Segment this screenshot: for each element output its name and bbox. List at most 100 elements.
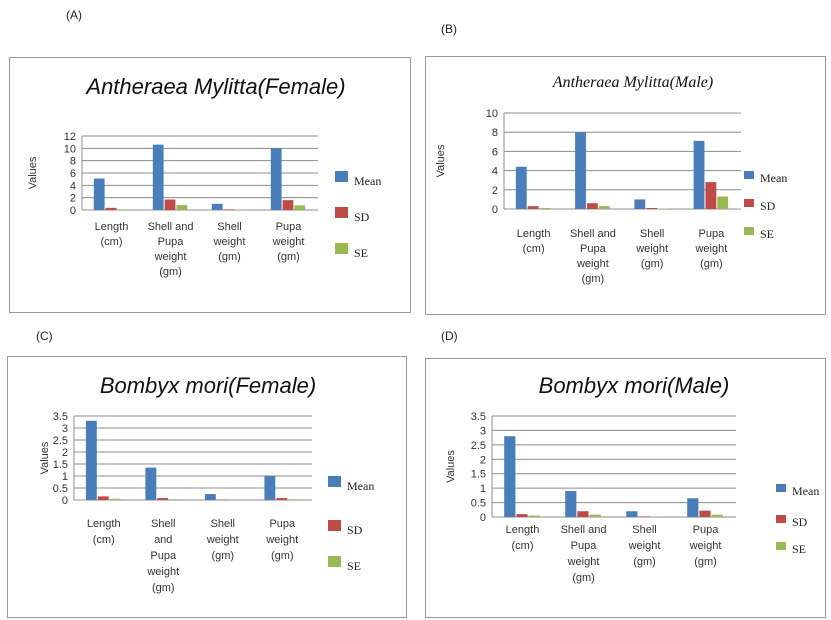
legend-swatch-sd — [335, 207, 348, 218]
legend-swatch-mean — [744, 171, 754, 179]
category-label: Shell and Pupa weight (gm) — [561, 524, 607, 584]
bar-sd — [699, 510, 711, 517]
y-tick-label: 4 — [492, 166, 498, 178]
bar-se — [169, 499, 181, 500]
bar-sd — [577, 511, 589, 517]
bar-sd — [586, 203, 598, 209]
bar-sd — [638, 516, 650, 517]
bar-sd — [516, 514, 528, 517]
y-tick-label: 2 — [492, 185, 498, 197]
y-axis-label: Values — [27, 156, 39, 189]
y-tick-label: 8 — [492, 127, 498, 139]
legend-label-se: SE — [354, 246, 368, 260]
bar-se — [109, 498, 121, 500]
bar-mean — [565, 491, 577, 517]
legend-label-se: SE — [792, 542, 806, 556]
category-label: Pupa weight (gm) — [689, 524, 722, 568]
y-tick-label: 3 — [480, 425, 486, 437]
bar-mean — [93, 178, 105, 210]
chart-antheraea-male: Antheraea Mylitta(Male) 0 2 4 6 8 10 Values Leng… — [425, 56, 826, 315]
y-tick-label: 3.5 — [471, 411, 486, 423]
bar-sd — [97, 496, 109, 500]
bar-mean — [204, 494, 216, 500]
y-tick-label: 2 — [62, 447, 68, 459]
bar-se — [117, 209, 129, 210]
bar-mean — [152, 144, 164, 210]
y-tick-label: 1 — [480, 483, 486, 495]
chart-title: Antheraea Mylitta(Male) — [552, 74, 713, 91]
legend-label-sd: SD — [354, 210, 370, 224]
chart-bombyx-male: Bombyx mori(Male) 0 0.5 1 1.5 2 2.5 3 3.5 Values L… — [425, 358, 826, 618]
bar-sd — [527, 206, 539, 209]
bar-mean — [575, 132, 586, 209]
category-label: Length (cm) — [517, 228, 551, 255]
legend-swatch-mean — [335, 171, 348, 182]
legend-label-sd: SD — [347, 523, 363, 537]
y-axis-label: Values — [435, 144, 447, 177]
chart-svg: Bombyx mori(Female) 00.511.522.533.5 Value… — [39, 373, 374, 594]
legend-swatch-se — [328, 556, 341, 567]
bar-mean — [626, 511, 638, 517]
bar-mean — [687, 498, 699, 517]
chart-title: Bombyx mori(Male) — [539, 373, 730, 398]
bar-sd — [157, 498, 169, 500]
bar-se — [528, 515, 540, 517]
bar-mean — [693, 140, 705, 209]
y-tick-label: 3.5 — [53, 411, 68, 423]
bar-mean — [85, 420, 97, 500]
legend-label-mean: Mean — [760, 171, 787, 185]
legend-label-se: SE — [760, 227, 774, 241]
chart-title: Antheraea Mylitta(Female) — [84, 74, 345, 99]
bar-mean — [504, 436, 516, 517]
category-label: Shell weight (gm) — [213, 221, 246, 263]
y-tick-label: 10 — [486, 108, 498, 120]
y-axis-label: Values — [39, 441, 51, 474]
chart-bombyx-female: Bombyx mori(Female) 0 0.5 1 1.5 2 2.5 3 3.5 Value… — [7, 356, 407, 618]
y-tick-label: 10 — [64, 143, 76, 155]
y-tick-label: 1.5 — [53, 459, 68, 471]
bar-se — [294, 205, 306, 210]
y-tick-label: 12 — [64, 131, 76, 143]
bar-mean — [211, 203, 223, 210]
category-label: Length (cm) — [506, 524, 540, 552]
chart-antheraea-female: Antheraea Mylitta(Female) 0 2 4 6 8 10 12 Values… — [9, 57, 411, 313]
y-tick-label: 6 — [70, 168, 76, 180]
bar-mean — [270, 148, 282, 210]
category-label: Shell weight (gm) — [635, 228, 668, 270]
y-tick-label: 0.5 — [53, 483, 68, 495]
y-tick-label: 0.5 — [471, 498, 486, 510]
bar-sd — [282, 200, 294, 210]
bar-sd — [164, 199, 176, 210]
category-label: Shell and Pupa weight (gm) — [148, 221, 194, 278]
y-axis-label: Values — [445, 450, 457, 483]
bar-se — [288, 499, 300, 500]
bar-mean — [264, 476, 276, 500]
bar-sd — [705, 182, 717, 209]
y-tick-label: 2.5 — [471, 440, 486, 452]
category-label: Shell weight (gm) — [628, 524, 661, 568]
category-label: Length (cm) — [95, 221, 129, 248]
bar-mean — [145, 467, 157, 500]
legend-label-mean: Mean — [792, 484, 819, 498]
legend-swatch-sd — [744, 199, 754, 207]
bar-se — [539, 208, 551, 209]
category-label: Pupa weight (gm) — [272, 221, 305, 263]
bar-se — [711, 514, 723, 517]
panel-letter-d: (D) — [441, 329, 458, 343]
bar-se — [176, 205, 188, 210]
panel-letter-b: (B) — [441, 22, 457, 36]
y-tick-label: 3 — [62, 423, 68, 435]
category-label: Shell weight (gm) — [206, 518, 239, 562]
legend-swatch-mean — [776, 484, 786, 492]
bar-se — [717, 196, 729, 209]
legend-swatch-mean — [328, 476, 341, 487]
y-tick-label: 0 — [70, 205, 76, 217]
y-tick-label: 0 — [62, 495, 68, 507]
category-label: Shell and Pupa weight (gm) — [146, 518, 179, 594]
category-label: Pupa weight (gm) — [694, 228, 727, 270]
bar-sd — [646, 208, 658, 209]
chart-title: Bombyx mori(Female) — [100, 373, 316, 398]
legend-swatch-se — [744, 227, 754, 235]
category-label: Shell and Pupa weight (gm) — [570, 228, 616, 285]
